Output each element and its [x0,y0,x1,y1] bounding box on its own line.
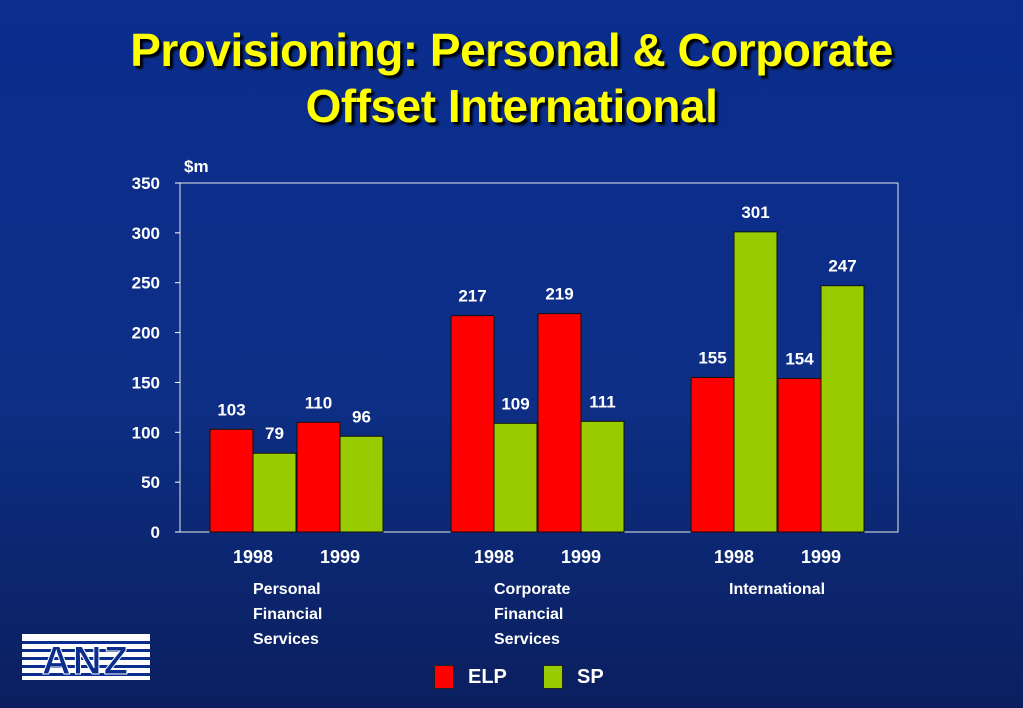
group-label: Personal [253,581,321,598]
bar-elp [209,428,254,533]
data-label-elp: 110 [305,393,332,412]
y-tick-label: 300 [132,224,160,243]
data-label-elp: 217 [458,287,486,306]
group-label: Corporate [494,581,571,598]
bar-sp [252,452,297,533]
bar-elp [296,421,341,533]
legend-label-elp: ELP [468,665,507,688]
bar-sp [493,422,538,533]
logo-text: ANZ [42,639,130,680]
y-tick-label: 150 [132,373,160,392]
bar-sp [820,285,865,533]
page-title: Provisioning: Personal & Corporate Offse… [0,22,1023,134]
x-tick-label-year: 1999 [320,547,360,567]
group-label: Services [494,631,560,648]
legend-item-sp: SP [543,664,604,690]
group-label: International [729,581,825,598]
data-label-elp: 155 [698,348,726,367]
data-label-sp: 109 [501,394,529,413]
data-label-elp: 103 [217,400,245,419]
x-tick-label-year: 1998 [233,547,273,567]
y-axis-label: $m [184,157,209,176]
data-label-sp: 79 [265,424,284,443]
legend-item-elp: ELP [434,664,507,690]
title-line-2: Offset International [305,80,718,132]
y-tick-label: 250 [132,274,160,293]
group-label: Financial [253,606,322,623]
y-tick-label: 100 [132,423,160,442]
data-label-sp: 111 [589,392,616,411]
y-tick-label: 350 [132,174,160,193]
anz-logo: ANZ [22,634,150,680]
data-label-sp: 96 [352,407,371,426]
bar-sp [733,231,778,533]
group-label: Services [253,631,319,648]
data-label-sp: 301 [741,203,769,222]
bar-elp [450,315,495,533]
x-tick-label-year: 1998 [474,547,514,567]
y-tick-label: 200 [132,324,160,343]
group-label: Financial [494,606,563,623]
legend-swatch-elp [434,665,454,689]
bar-sp [580,420,625,533]
data-label-elp: 154 [785,349,814,368]
data-label-elp: 219 [545,285,573,304]
y-tick-label: 50 [141,473,160,492]
legend-label-sp: SP [577,665,604,688]
bar-sp [339,435,384,533]
x-tick-label-year: 1998 [714,547,754,567]
bar-elp [537,313,582,533]
x-tick-label-year: 1999 [561,547,601,567]
data-label-sp: 247 [828,257,856,276]
bar-elp [690,376,735,533]
bar-elp [777,377,822,533]
y-tick-label: 0 [151,523,160,542]
legend-swatch-sp [543,665,563,689]
x-tick-label-year: 1999 [801,547,841,567]
logo-stripes [22,641,150,676]
title-line-1: Provisioning: Personal & Corporate [130,24,893,76]
